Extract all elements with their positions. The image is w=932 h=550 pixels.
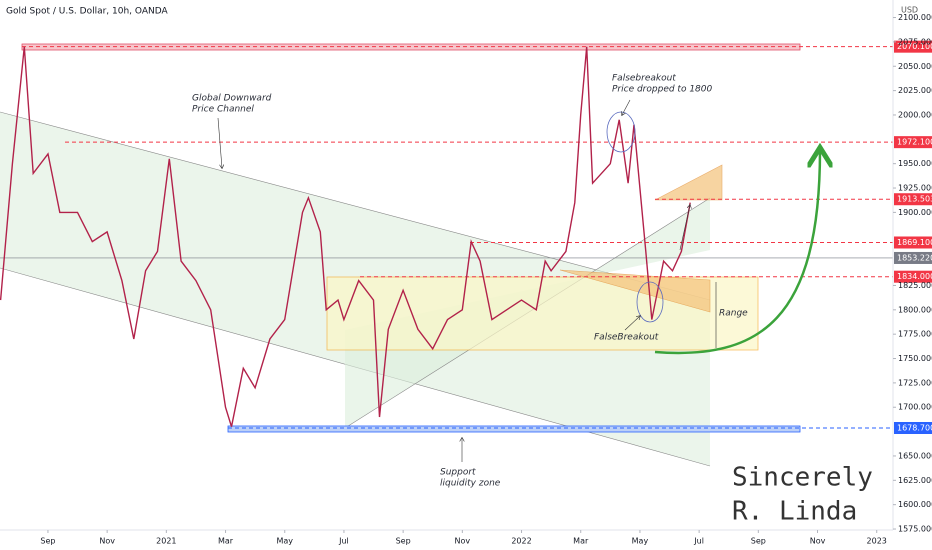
arrow — [679, 205, 690, 251]
y-tick-label: 1950.000 — [898, 159, 932, 168]
x-tick-label: Nov — [810, 537, 826, 546]
circle — [606, 111, 636, 153]
price-label-bg — [894, 270, 932, 283]
arrow — [624, 316, 640, 331]
y-tick-label: 1800.000 — [898, 305, 932, 314]
signature: Sincerely — [732, 463, 873, 493]
y-tick-label: 1900.000 — [898, 208, 932, 217]
price-label-bg — [894, 136, 932, 149]
x-tick-label: May — [632, 537, 649, 546]
price-label: 1972.100 — [897, 138, 932, 147]
y-tick-label: 1625.000 — [898, 476, 932, 485]
x-tick-label: Nov — [455, 537, 471, 546]
price-line — [0, 46, 691, 427]
arrow — [622, 99, 631, 115]
x-tick-label: Jul — [693, 537, 704, 546]
y-tick-label: 1825.000 — [898, 281, 932, 290]
y-tick-label: 1575.000 — [898, 525, 932, 534]
y-tick-label: 1750.000 — [898, 354, 932, 363]
support-zone — [227, 425, 801, 433]
signature: R. Linda — [732, 497, 857, 527]
y-tick-label: 1700.000 — [898, 403, 932, 412]
price-label: 1869.100 — [897, 238, 932, 247]
price-label-bg — [894, 421, 932, 434]
break-triangle — [559, 269, 711, 313]
chart-title: Gold Spot / U.S. Dollar, 10h, OANDA — [6, 7, 168, 17]
axis-unit: USD — [901, 6, 918, 15]
annotation: Price Channel — [192, 105, 254, 115]
x-tick-label: 2021 — [156, 537, 176, 546]
price-label-bg — [894, 236, 932, 249]
price-label-bg — [894, 193, 932, 206]
annotation: Global Downward — [192, 94, 272, 104]
x-tick-label: Sep — [396, 537, 411, 546]
y-tick-label: 1925.000 — [898, 184, 932, 193]
price-label: 1853.220 — [897, 253, 932, 262]
y-tick-label: 2050.000 — [898, 62, 932, 71]
y-tick-label: 2000.000 — [898, 110, 932, 119]
circle — [636, 281, 664, 323]
annotation: FalseBreakout — [594, 333, 659, 343]
x-tick-label: 2022 — [511, 537, 531, 546]
x-tick-label: Mar — [218, 537, 234, 546]
price-label-bg — [894, 40, 932, 53]
price-label: 2070.100 — [897, 42, 932, 51]
target-triangle — [654, 164, 723, 201]
annotation: liquidity zone — [440, 479, 501, 489]
channel-line — [0, 111, 711, 301]
annotation: Range — [719, 309, 748, 319]
price-label: 1913.503 — [897, 195, 932, 204]
x-tick-label: Jul — [338, 537, 349, 546]
y-tick-label: 1600.000 — [898, 500, 932, 509]
annotation: Falsebreakout — [612, 74, 676, 84]
price-label-bg — [894, 251, 932, 264]
x-tick-label: Sep — [40, 537, 55, 546]
y-tick-label: 1725.000 — [898, 378, 932, 387]
projection-arrow — [654, 150, 820, 355]
x-tick-label: Mar — [573, 537, 589, 546]
y-tick-label: 2025.000 — [898, 86, 932, 95]
annotation: Price dropped to 1800 — [612, 85, 713, 95]
x-tick-label: May — [276, 537, 293, 546]
x-tick-label: Sep — [751, 537, 766, 546]
x-tick-label: 2023 — [867, 537, 887, 546]
annotation: Support — [440, 468, 476, 478]
price-label: 1678.700 — [897, 423, 932, 432]
arrow — [217, 117, 222, 168]
y-tick-label: 2100.000 — [898, 13, 932, 22]
price-label: 1834.000 — [897, 272, 932, 281]
y-tick-label: 1650.000 — [898, 451, 932, 460]
y-tick-label: 2075.000 — [898, 37, 932, 46]
y-tick-label: 1775.000 — [898, 330, 932, 339]
x-tick-label: Nov — [99, 537, 115, 546]
